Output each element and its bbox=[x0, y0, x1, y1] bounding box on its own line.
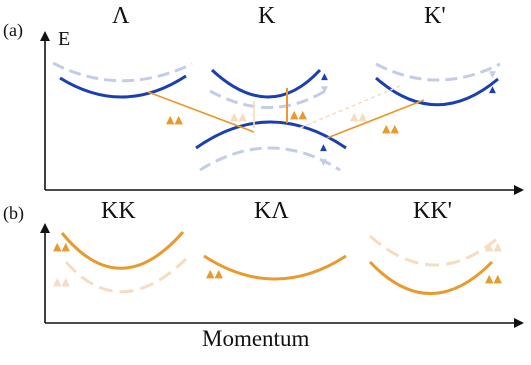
k-lambda-transition-line bbox=[147, 91, 255, 133]
spin-up-arrow-icon-b-faded: ▲▲ ▲▲ bbox=[53, 240, 502, 288]
svg-text:▲▲: ▲▲ bbox=[350, 110, 367, 123]
exciton-label-k-lambda: KΛ bbox=[254, 198, 289, 224]
kprime-valley-band bbox=[375, 76, 499, 107]
svg-text:▲: ▲ bbox=[320, 143, 327, 153]
svg-text:▲▲: ▲▲ bbox=[53, 275, 70, 288]
valley-label-k: K bbox=[258, 3, 276, 29]
exciton-label-kk-prime: KK' bbox=[413, 198, 452, 224]
valley-label-k-prime: K' bbox=[424, 3, 446, 29]
svg-text:▲▲: ▲▲ bbox=[485, 240, 502, 253]
panel-b: ▲▲ ▲▲ ▲▲ ▲▲ ▲▲ bbox=[40, 223, 524, 328]
lambda-valley-faded-band bbox=[52, 61, 193, 83]
k-lambda-exciton-band bbox=[203, 254, 347, 281]
svg-text:▲▲: ▲▲ bbox=[230, 110, 247, 123]
energy-axis-label: E bbox=[58, 28, 71, 50]
svg-text:▲: ▲ bbox=[321, 72, 328, 82]
svg-text:▼: ▼ bbox=[321, 85, 328, 95]
svg-text:▲▲: ▲▲ bbox=[290, 108, 307, 121]
kk-faded-exciton-band bbox=[64, 257, 188, 294]
k-valley-conduction-band bbox=[210, 68, 322, 99]
spin-up-arrow-icon-b: ▲▲ ▲▲ ▲▲ bbox=[53, 240, 502, 285]
kk-prime-transition-line bbox=[326, 99, 425, 139]
panel-b-label: (b) bbox=[3, 203, 24, 223]
svg-text:▲▲: ▲▲ bbox=[206, 267, 223, 280]
kk-prime-exciton-band bbox=[368, 260, 494, 295]
k-valley-faded-valence-band bbox=[199, 146, 341, 172]
exciton-label-kk: KK bbox=[101, 198, 136, 224]
svg-text:▲▲: ▲▲ bbox=[53, 240, 70, 253]
lambda-valley-band bbox=[59, 74, 187, 99]
spin-up-arrow-icon-faded: ▲▲ ▲▲ bbox=[230, 110, 367, 123]
kk-prime-faded-exciton-band bbox=[369, 234, 501, 267]
svg-text:▼: ▼ bbox=[489, 70, 496, 80]
valley-label-lambda: Λ bbox=[112, 3, 130, 29]
band-spin-arrow-icons: ▲ ▼ ▼ ▲ ▲ ▼ bbox=[320, 70, 496, 168]
svg-text:▼: ▼ bbox=[320, 158, 327, 168]
svg-text:▲: ▲ bbox=[489, 85, 496, 95]
momentum-axis-label: Momentum bbox=[202, 326, 310, 351]
kprime-valley-faded-band bbox=[375, 62, 501, 82]
panel-a-label: (a) bbox=[3, 20, 23, 40]
svg-text:▲▲: ▲▲ bbox=[382, 122, 399, 135]
svg-text:▲▲: ▲▲ bbox=[485, 272, 502, 285]
k-valley-faded-conduction-band bbox=[209, 89, 326, 109]
spin-up-arrow-icon: ▲▲ ▲▲ ▲▲ bbox=[166, 108, 399, 135]
svg-text:▲▲: ▲▲ bbox=[166, 113, 183, 126]
kk-exciton-band bbox=[60, 231, 185, 270]
panel-a: ▲▲ ▲▲ ▲▲ ▲▲ ▲▲ ▲ ▼ ▼ ▲ ▲ ▼ bbox=[40, 31, 524, 195]
